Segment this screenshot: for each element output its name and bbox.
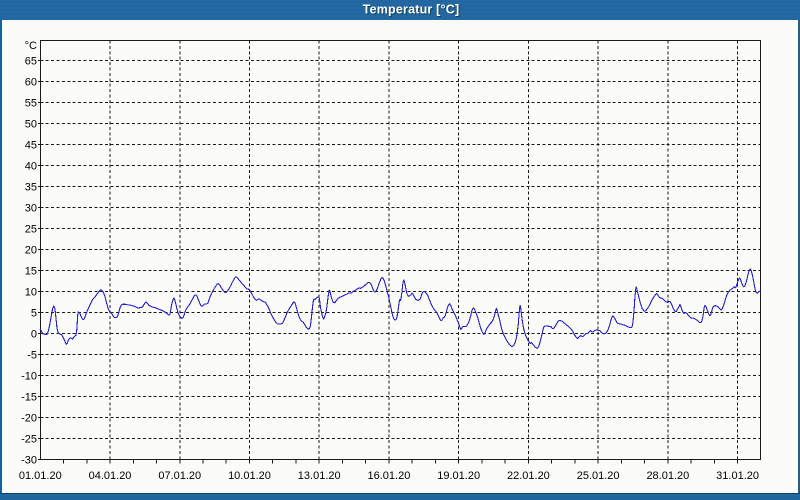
svg-text:55: 55	[25, 97, 37, 109]
svg-text:-30: -30	[21, 454, 37, 466]
svg-text:5: 5	[31, 307, 37, 319]
svg-text:10: 10	[25, 286, 37, 298]
svg-text:-20: -20	[21, 412, 37, 424]
svg-text:22.01.20: 22.01.20	[507, 470, 550, 482]
svg-text:01.01.20: 01.01.20	[19, 470, 62, 482]
svg-text:Temperatur [°C]: Temperatur [°C]	[364, 4, 461, 18]
svg-text:30: 30	[25, 202, 37, 214]
svg-text:35: 35	[25, 181, 37, 193]
svg-text:10.01.20: 10.01.20	[228, 470, 271, 482]
svg-text:19.01.20: 19.01.20	[437, 470, 480, 482]
svg-text:28.01.20: 28.01.20	[646, 470, 689, 482]
svg-text:13.01.20: 13.01.20	[298, 470, 341, 482]
svg-text:-25: -25	[21, 433, 37, 445]
svg-text:65: 65	[25, 56, 37, 68]
svg-text:50: 50	[25, 118, 37, 130]
svg-text:0: 0	[31, 328, 37, 340]
svg-text:25.01.20: 25.01.20	[577, 470, 620, 482]
svg-text:°C: °C	[25, 40, 37, 52]
svg-text:45: 45	[25, 139, 37, 151]
svg-text:40: 40	[25, 160, 37, 172]
svg-text:60: 60	[25, 76, 37, 88]
svg-text:20: 20	[25, 244, 37, 256]
svg-text:04.01.20: 04.01.20	[89, 470, 132, 482]
svg-text:07.01.20: 07.01.20	[158, 470, 201, 482]
svg-text:Temperatur [°C]: Temperatur [°C]	[363, 3, 460, 17]
svg-text:-10: -10	[21, 370, 37, 382]
svg-text:16.01.20: 16.01.20	[368, 470, 411, 482]
svg-text:-5: -5	[27, 349, 37, 361]
svg-text:-15: -15	[21, 391, 37, 403]
svg-text:25: 25	[25, 223, 37, 235]
svg-text:15: 15	[25, 265, 37, 277]
svg-text:31.01.20: 31.01.20	[716, 470, 759, 482]
